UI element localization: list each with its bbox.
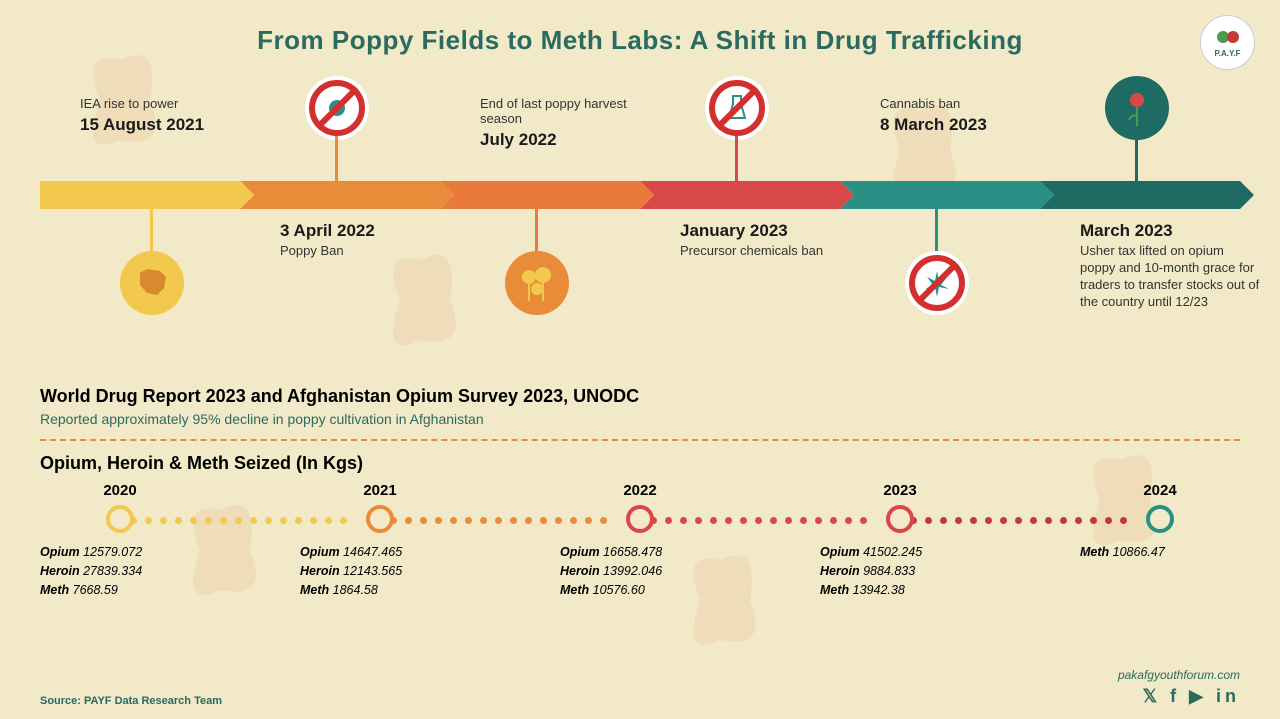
seized-stat: Opium 12579.072 (40, 543, 200, 562)
year-label: 2024 (1080, 482, 1240, 499)
year-circle-icon (886, 505, 914, 533)
connector-line (150, 209, 153, 251)
year-circle-icon (1146, 505, 1174, 533)
timeline-event: March 2023Usher tax lifted on opium popp… (1080, 221, 1260, 311)
report-subtitle: Reported approximately 95% decline in po… (40, 411, 1240, 427)
ban-flask-icon (705, 76, 769, 140)
seized-stat: Meth 10866.47 (1080, 543, 1240, 562)
seized-stat: Opium 14647.465 (300, 543, 460, 562)
event-sub: Usher tax lifted on opium poppy and 10-m… (1080, 243, 1260, 311)
year-circle-icon (106, 505, 134, 533)
timeline-arrow-seg (40, 181, 240, 209)
footer: Source: PAYF Data Research Team pakafgyo… (40, 668, 1240, 707)
source-text: Source: PAYF Data Research Team (40, 695, 222, 707)
seized-title: Opium, Heroin & Meth Seized (In Kgs) (40, 453, 1240, 474)
timeline-event: 3 April 2022 Poppy Ban (280, 221, 460, 260)
timeline-arrow-seg (440, 181, 640, 209)
connector-line (335, 136, 338, 181)
report-section: World Drug Report 2023 and Afghanistan O… (40, 386, 1240, 427)
event-sub: Poppy Ban (280, 243, 460, 260)
timeline: IEA rise to power 15 August 2021 3 April 2… (40, 86, 1240, 376)
timeline-event: IEA rise to power 15 August 2021 (80, 96, 260, 137)
timeline-event: January 2023 Precursor chemicals ban (680, 221, 860, 260)
social-icons: 𝕏 f ▶ in (1118, 686, 1240, 707)
timeline-arrow-seg (1040, 181, 1240, 209)
seized-stat: Opium 16658.478 (560, 543, 720, 562)
year-node: 2021 Opium 14647.465Heroin 12143.565Meth … (300, 482, 460, 599)
report-title: World Drug Report 2023 and Afghanistan O… (40, 386, 1240, 407)
timeline-event: Cannabis ban 8 March 2023 (880, 96, 1060, 137)
event-date: January 2023 (680, 221, 860, 241)
connector-line (735, 136, 738, 181)
seized-stat: Meth 7668.59 (40, 581, 200, 600)
year-label: 2020 (40, 482, 200, 499)
year-label: 2022 (560, 482, 720, 499)
connector-line (535, 209, 538, 251)
connector-line (1135, 136, 1138, 181)
year-node: 2022 Opium 16658.478Heroin 13992.046Meth … (560, 482, 720, 599)
event-date: March 2023 (1080, 221, 1260, 241)
year-circle-icon (626, 505, 654, 533)
seized-stat: Meth 13942.38 (820, 581, 980, 600)
timeline-arrow-seg (640, 181, 840, 209)
flower-icon (1105, 76, 1169, 140)
map-icon (120, 251, 184, 315)
timeline-arrow-seg (240, 181, 440, 209)
main-title: From Poppy Fields to Meth Labs: A Shift … (40, 25, 1240, 56)
event-date: July 2022 (480, 130, 660, 150)
year-node: 2020 Opium 12579.072Heroin 27839.334Meth … (40, 482, 200, 599)
seized-stat: Opium 41502.245 (820, 543, 980, 562)
event-date: 15 August 2021 (80, 115, 260, 135)
timeline-event: End of last poppy harvest season July 202… (480, 96, 660, 152)
event-label: IEA rise to power (80, 96, 260, 111)
event-date: 8 March 2023 (880, 115, 1060, 135)
seized-stat: Meth 1864.58 (300, 581, 460, 600)
event-sub: Precursor chemicals ban (680, 243, 860, 260)
year-label: 2023 (820, 482, 980, 499)
seized-stat: Heroin 9884.833 (820, 562, 980, 581)
event-label: Cannabis ban (880, 96, 1060, 111)
seized-stat: Heroin 27839.334 (40, 562, 200, 581)
connector-line (935, 209, 938, 251)
year-circle-icon (366, 505, 394, 533)
seized-stat: Heroin 12143.565 (300, 562, 460, 581)
event-date: 3 April 2022 (280, 221, 460, 241)
timeline-arrow-seg (840, 181, 1040, 209)
divider (40, 439, 1240, 441)
year-node: 2024 Meth 10866.47 (1080, 482, 1240, 562)
ban-poppy-icon (305, 76, 369, 140)
seized-chart: 2020Opium 12579.072Heroin 27839.334Meth … (40, 482, 1240, 612)
year-node: 2023 Opium 41502.245Heroin 9884.833Meth 1… (820, 482, 980, 599)
event-label: End of last poppy harvest season (480, 96, 660, 126)
seized-stat: Heroin 13992.046 (560, 562, 720, 581)
website-link: pakafgyouthforum.com (1118, 668, 1240, 682)
ban-cannabis-icon (905, 251, 969, 315)
poppies-icon (505, 251, 569, 315)
seized-stat: Meth 10576.60 (560, 581, 720, 600)
year-label: 2021 (300, 482, 460, 499)
